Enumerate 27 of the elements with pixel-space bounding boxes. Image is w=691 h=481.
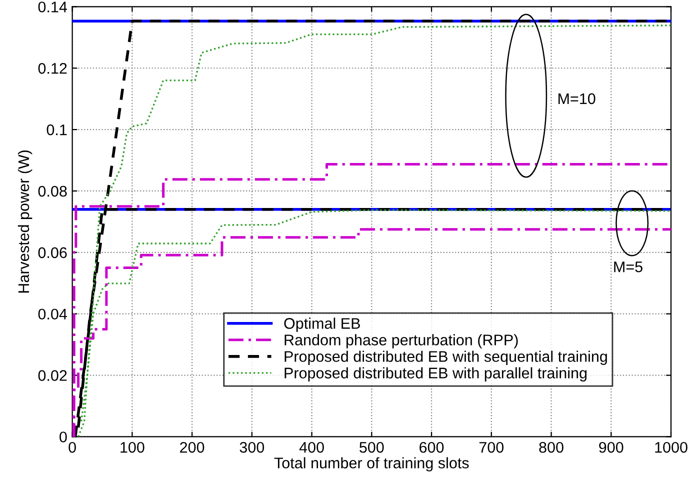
legend-label: Optimal EB — [284, 318, 360, 332]
y-tick-label: 0.08 — [38, 186, 67, 197]
x-axis-title: Total number of training slots — [274, 457, 469, 472]
y-tick-label: 0.06 — [38, 247, 67, 258]
x-tick-label: 800 — [539, 442, 564, 453]
legend-label: Proposed distributed EB with sequential training — [284, 350, 607, 365]
legend-label: Proposed distributed EB with parallel training — [284, 367, 587, 382]
x-tick-label: 700 — [479, 442, 504, 453]
annotation: M=10 — [558, 93, 596, 104]
x-tick-label: 300 — [240, 442, 264, 453]
y-tick-label: 0.04 — [38, 308, 67, 320]
x-tick-label: 400 — [299, 442, 324, 453]
y-axis-title: Harvested power (W) — [18, 150, 32, 293]
x-tick-label: 0 — [68, 442, 76, 453]
y-tick-label: 0.02 — [38, 370, 67, 381]
y-tick-label: 0.12 — [38, 62, 67, 74]
y-tick-label: 0.1 — [46, 124, 67, 136]
x-tick-label: 200 — [180, 442, 204, 453]
x-tick-label: 900 — [599, 442, 624, 453]
x-tick-label: 1000 — [655, 442, 688, 453]
y-tick-label: 0.14 — [38, 2, 67, 12]
y-tick-label: 0 — [60, 432, 67, 442]
x-tick-label: 100 — [120, 442, 144, 453]
annotation: M=5 — [614, 262, 642, 272]
legend-label: Random phase perturbation (RPP) — [284, 334, 518, 348]
x-tick-label: 600 — [420, 442, 444, 453]
x-tick-label: 500 — [360, 442, 384, 453]
